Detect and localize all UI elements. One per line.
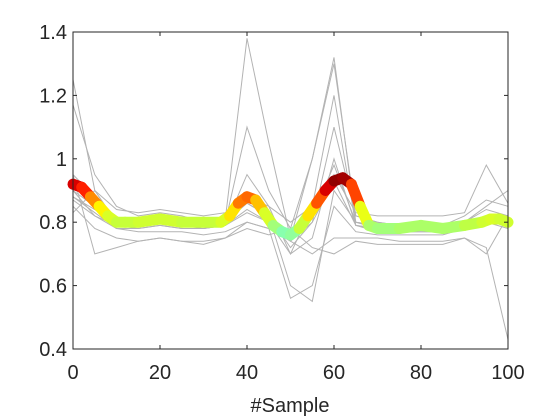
y-tick-label: 0.6 — [39, 276, 67, 298]
y-tick-label: 1 — [56, 149, 67, 171]
y-tick-label: 0.8 — [39, 212, 67, 234]
y-tick-label: 1.4 — [39, 22, 67, 44]
y-tick-label: 1.2 — [39, 85, 67, 107]
x-axis: 0 20 40 60 80 100 — [67, 32, 525, 384]
x-tick-label: 40 — [236, 362, 258, 384]
plot-background — [73, 32, 508, 349]
background-series-line — [72, 164, 509, 223]
x-tick-label: 100 — [491, 362, 524, 384]
y-tick-label: 0.4 — [39, 339, 67, 361]
x-tick-label: 80 — [410, 362, 432, 384]
mean-series-segment — [493, 213, 514, 228]
x-axis-title: #Sample — [251, 395, 330, 417]
x-tick-label: 20 — [149, 362, 171, 384]
x-tick-label: 0 — [67, 362, 78, 384]
background-series-line — [72, 196, 508, 300]
plot-frame — [72, 31, 509, 350]
mean-series-group — [67, 172, 514, 241]
x-tick-label: 60 — [323, 362, 345, 384]
y-axis: 0.4 0.6 0.8 1 1.2 1.4 — [39, 22, 508, 361]
